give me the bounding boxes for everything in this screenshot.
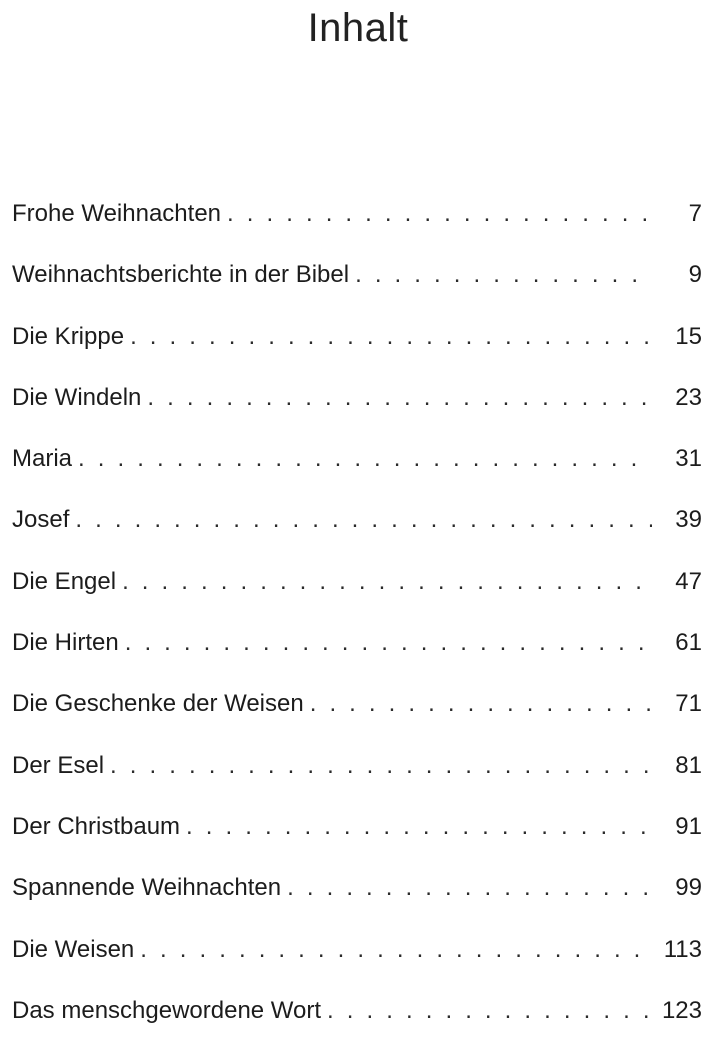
dot-leader: . . . . . . . . . . . . . . . . . . . . …: [227, 200, 652, 227]
toc-entry: Die Weisen . . . . . . . . . . . . . . .…: [12, 926, 702, 987]
toc-entry-title: Spannende Weihnachten: [12, 874, 282, 902]
toc-entry-page: 123: [661, 996, 702, 1024]
toc-entry: Die Krippe . . . . . . . . . . . . . . .…: [12, 313, 702, 374]
dot-leader: . . . . . . . . . . . . . . . . . . . . …: [78, 445, 652, 473]
toc-entry-page: 47: [675, 567, 702, 595]
toc-entry-title: Die Weisen: [12, 935, 135, 963]
dot-leader: . . . . . . . . . . . . . . . . . . . . …: [309, 690, 652, 718]
dot-leader: . . . . . . . . . . . . . . . . . . . . …: [355, 261, 652, 289]
toc-entry: Weihnachtsberichte in der Bibel . . . . …: [12, 251, 702, 312]
toc-entry-title: Das menschgewordene Wort: [12, 996, 322, 1024]
toc-entry-page: 99: [675, 874, 702, 902]
toc-entry-page: 91: [675, 812, 702, 840]
toc-entry: Die Hirten . . . . . . . . . . . . . . .…: [12, 619, 702, 680]
toc-entry-page: 23: [675, 383, 702, 411]
toc-entry-title: Der Esel: [12, 751, 105, 779]
toc-entry-page: 39: [675, 506, 702, 534]
toc-entry-page: 15: [675, 322, 702, 350]
dot-leader: . . . . . . . . . . . . . . . . . . . . …: [75, 506, 652, 534]
toc-entry-page: 31: [675, 445, 702, 473]
contents-page: Inhalt Frohe Weihnachten . . . . . . . .…: [12, 6, 702, 1024]
dot-leader: . . . . . . . . . . . . . . . . . . . . …: [110, 751, 652, 779]
toc-entry: Die Engel . . . . . . . . . . . . . . . …: [12, 558, 702, 619]
toc-entry-title: Maria: [12, 445, 73, 473]
dot-leader: . . . . . . . . . . . . . . . . . . . . …: [140, 935, 652, 963]
toc-entry-title: Die Krippe: [12, 322, 125, 350]
table-of-contents: Frohe Weihnachten . . . . . . . . . . . …: [12, 190, 702, 1048]
dot-leader: . . . . . . . . . . . . . . . . . . . . …: [130, 322, 652, 350]
dot-leader: . . . . . . . . . . . . . . . . . . . . …: [124, 629, 652, 657]
toc-entry-page: 9: [688, 261, 702, 289]
toc-entry: Die Geschenke der Weisen . . . . . . . .…: [12, 680, 702, 741]
toc-entry-page: 81: [675, 751, 702, 779]
toc-entry-title: Die Geschenke der Weisen: [12, 690, 304, 718]
dot-leader: . . . . . . . . . . . . . . . . . . . . …: [287, 874, 652, 902]
toc-entry: Spannende Weihnachten . . . . . . . . . …: [12, 864, 702, 925]
page-title: Inhalt: [307, 6, 409, 50]
dot-leader: . . . . . . . . . . . . . . . . . . . . …: [122, 567, 652, 595]
toc-entry: Der Esel . . . . . . . . . . . . . . . .…: [12, 742, 702, 803]
toc-entry-title: Die Hirten: [12, 629, 119, 657]
toc-entry-title: Die Engel: [12, 567, 117, 595]
dot-leader: . . . . . . . . . . . . . . . . . . . . …: [327, 996, 652, 1024]
toc-entry-page: 113: [663, 935, 702, 963]
toc-entry: Die Windeln . . . . . . . . . . . . . . …: [12, 374, 702, 435]
dot-leader: . . . . . . . . . . . . . . . . . . . . …: [186, 812, 652, 840]
toc-entry-page: 71: [675, 690, 702, 718]
toc-entry-title: Die Windeln: [12, 383, 142, 411]
toc-entry: Das menschgewordene Wort . . . . . . . .…: [12, 987, 702, 1048]
toc-entry: Frohe Weihnachten . . . . . . . . . . . …: [12, 190, 702, 251]
toc-entry-title: Der Christbaum: [12, 812, 181, 840]
toc-entry-page: 61: [675, 629, 702, 657]
toc-entry: Maria . . . . . . . . . . . . . . . . . …: [12, 435, 702, 496]
toc-entry: Der Christbaum . . . . . . . . . . . . .…: [12, 803, 702, 864]
toc-entry-page: 7: [688, 200, 702, 227]
toc-entry-title: Josef: [12, 506, 70, 534]
toc-entry-title: Frohe Weihnachten: [12, 200, 222, 227]
toc-entry: Josef . . . . . . . . . . . . . . . . . …: [12, 496, 702, 557]
dot-leader: . . . . . . . . . . . . . . . . . . . . …: [147, 383, 652, 411]
toc-entry-title: Weihnachtsberichte in der Bibel: [12, 261, 350, 289]
